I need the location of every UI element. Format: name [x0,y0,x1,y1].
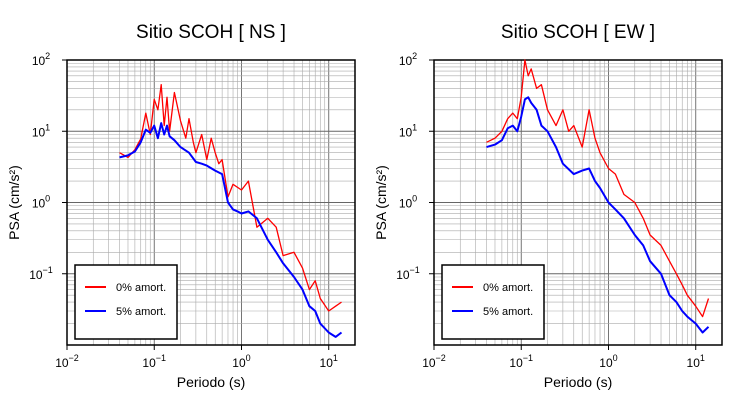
x-tick-label: 10−2 [55,353,79,370]
legend-box [74,264,178,340]
chart-title: Sitio SCOH [ NS ] [136,22,286,43]
x-axis-label: Periodo (s) [177,374,245,390]
x-axis-label: Periodo (s) [544,374,612,390]
x-tick-label: 101 [687,353,705,370]
series-line-undamped [486,59,710,318]
series-line-damped [486,96,710,334]
x-tick-label: 100 [599,353,617,370]
y-tick-label: 102 [399,51,417,68]
legend-label: 5% amort. [483,306,533,318]
y-tick-label: 10−1 [29,265,53,282]
chart-title: Sitio SCOH [ EW ] [501,22,655,43]
y-tick-label: 101 [32,122,50,139]
x-tick-label: 101 [320,353,338,370]
y-tick-label: 101 [399,122,417,139]
series-line-damped [119,122,343,338]
x-tick-label: 10−2 [422,353,446,370]
y-axis-label: PSA (cm/s²) [373,165,389,240]
y-tick-label: 102 [32,51,50,68]
grid [66,59,356,346]
y-tick-label: 10−1 [396,265,420,282]
y-axis-label: PSA (cm/s²) [6,165,22,240]
chart-panel-2: 10−2 10−1 100 101 10−1 100 101 102 Sitio SCOH [ … [373,22,723,390]
x-tick-label: 10−1 [142,353,166,370]
legend-label: 0% amort. [483,282,533,294]
y-tick-label: 100 [399,194,417,211]
legend-label: 0% amort. [116,282,166,294]
x-tick-label: 100 [232,353,250,370]
legend: 0% amort. 5% amort. [74,264,178,340]
series-line-undamped [119,84,342,312]
legend: 0% amort. 5% amort. [441,264,545,340]
legend-box [441,264,545,340]
legend-label: 5% amort. [116,306,166,318]
chart-panel-1: 10−2 10−1 100 101 10−1 100 101 102 Sitio SCOH [ … [6,22,356,390]
y-tick-label: 100 [32,194,50,211]
x-tick-label: 10−1 [509,353,533,370]
